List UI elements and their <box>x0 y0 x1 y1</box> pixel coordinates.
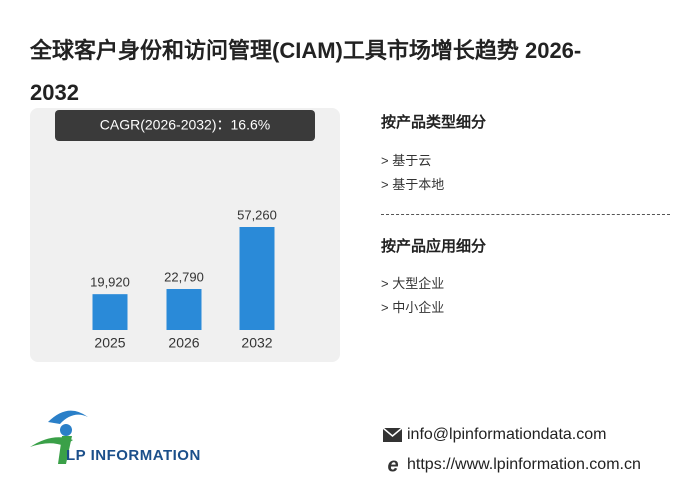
email-icon <box>383 427 403 442</box>
web-icon: e <box>387 455 398 475</box>
title: 全球客户身份和访问管理(CIAM)工具市场增长趋势 2026-2032 <box>30 38 582 105</box>
value-label: 22,790 <box>164 269 204 284</box>
website: https://www.lpinformation.com.cn <box>407 456 641 473</box>
bar <box>166 289 202 330</box>
x-tick-label: 2032 <box>241 335 272 351</box>
svg-text:e: e <box>387 455 398 475</box>
value-label: 19,920 <box>90 275 130 290</box>
segment-heading: 按产品应用细分 <box>381 238 487 255</box>
logo-mark <box>30 410 88 464</box>
bar <box>92 294 128 330</box>
value-label: 57,260 <box>237 207 277 222</box>
x-tick-label: 2026 <box>168 335 199 351</box>
email: info@lpinformationdata.com <box>407 426 607 443</box>
cagr-badge <box>55 110 315 141</box>
segment-item: > 大型企业 <box>381 276 445 291</box>
logo-text: LP INFORMATION <box>66 447 201 464</box>
x-tick-label: 2025 <box>94 335 125 351</box>
bar <box>239 227 275 330</box>
segment-item: > 基于云 <box>381 153 432 168</box>
divider <box>381 214 670 215</box>
segment-item: > 中小企业 <box>381 300 445 315</box>
segment-item: > 基于本地 <box>381 177 445 192</box>
segment-heading: 按产品类型细分 <box>381 114 487 131</box>
cagr-label: CAGR(2026-2032)：16.6% <box>100 117 270 133</box>
